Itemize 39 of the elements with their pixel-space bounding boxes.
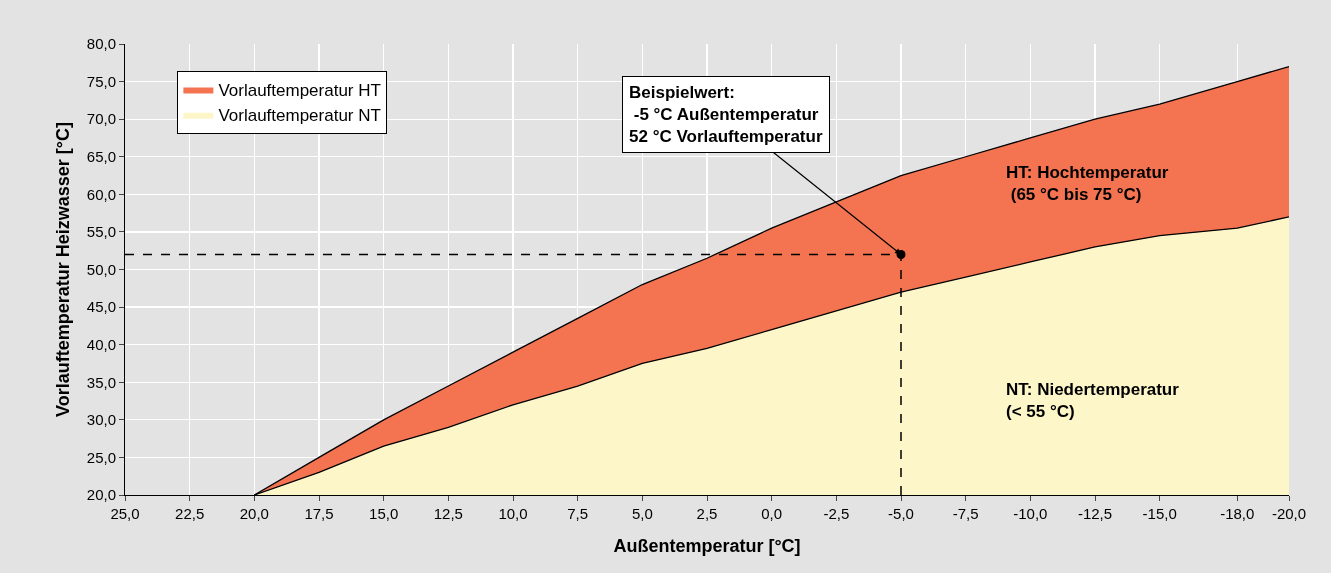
y-tick-label: 40,0 — [86, 335, 116, 353]
x-tick-label: -2,5 — [823, 505, 850, 522]
y-tick-label: 30,0 — [86, 411, 116, 429]
legend-label: Vorlauftemperatur NT — [218, 106, 381, 126]
annotation: Beispielwert: -5 °C Außentemperatur 52 °C Vorlauftemperatur — [629, 83, 823, 147]
y-tick-label: 65,0 — [86, 148, 116, 165]
x-tick-label: -12,5 — [1077, 505, 1113, 522]
y-tick-label: 20,0 — [86, 486, 116, 504]
legend-label: Vorlauftemperatur HT — [218, 81, 381, 101]
y-tick-label: 60,0 — [86, 185, 116, 203]
x-tick-label: 17,5 — [304, 505, 334, 522]
x-tick-label: 2,5 — [696, 505, 718, 522]
x-tick-label: -7,5 — [952, 505, 979, 522]
x-tick-label: -20,0 — [1271, 505, 1307, 522]
x-tick-label: -15,0 — [1142, 505, 1177, 522]
y-tick-label: 25,0 — [86, 448, 116, 466]
x-tick-label: 0,0 — [761, 505, 783, 522]
x-tick-label: 22,5 — [175, 505, 205, 522]
x-tick-label: 15,0 — [369, 505, 399, 522]
x-tick-label: 5,0 — [631, 505, 653, 522]
x-tick-label: 20,0 — [239, 505, 269, 522]
x-tick-label: 25,0 — [110, 505, 140, 522]
x-tick-label: -18,0 — [1220, 505, 1255, 522]
annotation: HT: Hochtemperatur (65 °C bis 75 °C) — [1006, 163, 1169, 205]
annotation: NT: Niedertemperatur (< 55 °C) — [1006, 380, 1180, 422]
y-tick-label: 45,0 — [86, 298, 116, 316]
x-tick-label: -10,0 — [1013, 505, 1048, 522]
y-tick-label: 50,0 — [86, 260, 116, 278]
x-tick-label: -5,0 — [888, 505, 914, 522]
y-tick-label: 35,0 — [86, 373, 116, 391]
x-axis-title: Außentemperatur [°C] — [613, 536, 801, 557]
y-tick-label: 75,0 — [86, 72, 116, 90]
y-tick-label: 55,0 — [86, 223, 116, 241]
y-tick-label: 70,0 — [86, 110, 116, 128]
x-tick-label: 12,5 — [433, 505, 463, 522]
x-tick-label: 10,0 — [498, 505, 528, 522]
x-tick-label: 7,5 — [567, 505, 589, 522]
y-tick-label: 80,0 — [86, 35, 116, 53]
y-axis-title: Vorlauftemperatur Heizwasser [°C] — [53, 122, 73, 417]
